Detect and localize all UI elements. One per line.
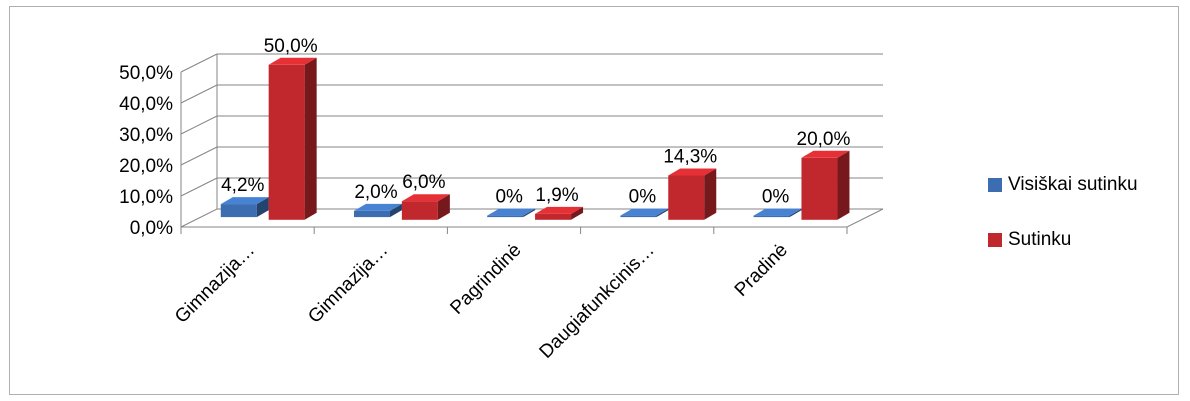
x-category-label-4: Pradinė [731,240,792,301]
legend-label-visiskai-sutinku: Visiškai sutinku [1008,174,1138,195]
bar-0-2-top [487,208,536,216]
legend-swatch-red [988,233,1002,247]
bar-1-4-front [801,157,838,220]
bar-1-1-front [401,201,438,220]
bar-0-0-top [220,197,269,205]
bar-1-4-top [801,150,850,158]
legend-item-visiskai-sutinku: Visiškai sutinku [988,173,1138,197]
bar-1-3-top [668,168,717,176]
x-category-label-0: Gimnazija… [171,240,259,328]
gridline-side [180,53,218,73]
data-label-0-3: 0% [629,187,657,208]
data-label-0-1: 2,0% [354,182,397,203]
legend-item-sutinku: Sutinku [988,228,1138,252]
bar-0-4-top [753,208,802,216]
bar-0-2-front [487,215,524,218]
data-label-1-4: 20,0% [797,129,851,150]
bar-1-2-top [535,206,584,214]
data-label-1-2: 1,9% [535,185,578,206]
data-label-1-1: 6,0% [402,172,445,193]
bar-0-2-side [523,208,536,218]
bar-1-2-side [571,206,584,220]
x-category-label-2: Pagrindinė [446,240,525,319]
y-tick-label: 0,0% [130,218,173,239]
bar-1-1-top [401,194,450,202]
bar-1-1-side [437,194,450,220]
bar-0-1-top [353,203,402,211]
y-tick-label: 30,0% [119,125,173,146]
bar-0-3-side [656,208,669,218]
bar-1-3-front [668,175,705,220]
bar-1-3-side [704,168,717,220]
x-category-label-3: Daugiafunkcinis… [536,240,659,363]
data-label-0-4: 0% [762,187,790,208]
bar-0-4-side [789,208,802,218]
bar-1-0-top [268,57,317,65]
chart-frame [9,6,1179,395]
bar-1-4-side [837,150,850,220]
legend-swatch-blue [988,178,1002,192]
data-label-1-0: 50,0% [264,36,318,57]
bar-0-4-front [753,215,790,218]
y-tick-label: 50,0% [119,63,173,84]
bar-0-1-front [353,210,390,218]
bar-0-0-side [256,197,269,218]
gridline-side [180,146,218,166]
bar-1-0-side [304,57,317,220]
data-label-1-3: 14,3% [663,146,717,167]
bar-1-2-front [535,213,572,220]
gridline-side [180,84,218,104]
bar-0-1-side [389,203,402,218]
chart-legend: Visiškai sutinku Sutinku [988,173,1138,283]
x-category-label-1: Gimnazija… [304,240,392,328]
bar-0-3-front [620,215,657,218]
bar-0-3-top [620,208,669,216]
data-label-0-2: 0% [495,187,523,208]
y-tick-label: 20,0% [119,156,173,177]
gridline-side [180,177,218,197]
gridline-side [180,115,218,135]
y-tick-label: 10,0% [119,187,173,208]
bar-0-0-front [220,204,257,218]
data-label-0-0: 4,2% [221,175,264,196]
bar-1-0-front [268,64,305,220]
y-tick-label: 40,0% [119,94,173,115]
legend-label-sutinku: Sutinku [1008,229,1072,250]
